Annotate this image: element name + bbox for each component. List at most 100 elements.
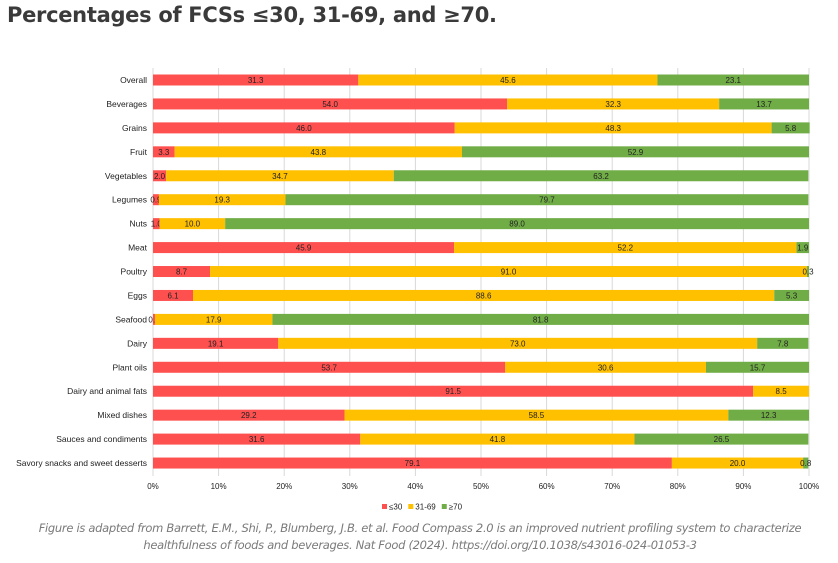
bar-segment-mid	[753, 385, 809, 397]
data-label: 20.0	[730, 459, 746, 468]
bar-segment-high	[803, 457, 809, 469]
bar-segment-mid	[210, 266, 808, 278]
data-label: 19.3	[214, 196, 230, 205]
category-label: Nuts	[130, 219, 147, 229]
data-label: 73.0	[510, 339, 526, 348]
data-label: 43.8	[311, 148, 327, 157]
x-tick-label: 80%	[670, 482, 686, 491]
category-label: Savory snacks and sweet desserts	[16, 458, 147, 468]
legend: ≤30 31-69 ≥70	[382, 503, 463, 512]
bar-row: 54.0 32.3 13.7	[153, 98, 809, 110]
x-tick-label: 90%	[735, 482, 751, 491]
bar-row: 53.7 30.6 15.7	[153, 361, 809, 373]
data-label: 88.6	[476, 291, 492, 300]
legend-item-mid: 31-69	[408, 503, 436, 512]
bar-segment-high	[757, 337, 809, 349]
bar-segment-low	[153, 457, 672, 469]
bar-segment-mid	[507, 98, 720, 110]
bar-row: 0.9 19.3 79.7	[150, 194, 809, 206]
x-tick-label: 60%	[539, 482, 555, 491]
bar-segment-mid	[174, 146, 462, 158]
bar-row: 8.7 91.0 0.3	[153, 266, 814, 278]
bar-row: 91.5 8.5	[153, 385, 809, 397]
bar-segment-high	[634, 433, 809, 445]
data-label: 8.5	[776, 387, 788, 396]
bar-segment-mid	[154, 313, 273, 325]
bar-segment-low	[153, 242, 455, 254]
bar-row: 31.3 45.6 23.1	[153, 74, 809, 86]
data-label: 91.5	[445, 387, 461, 396]
data-label: 17.9	[206, 315, 222, 324]
data-label: 54.0	[322, 100, 338, 109]
bar-segment-high	[774, 289, 809, 301]
legend-swatch	[441, 504, 447, 509]
figure-caption: Figure is adapted from Barrett, E.M., Sh…	[38, 521, 802, 552]
bar-segment-high	[728, 409, 809, 421]
bar-segment-low	[153, 361, 506, 373]
category-label: Meat	[128, 243, 148, 253]
x-tick-label: 50%	[473, 482, 489, 491]
data-label: 26.5	[714, 435, 730, 444]
data-label: 46.0	[296, 124, 312, 133]
bar-row: 46.0 48.3 5.8	[153, 122, 810, 134]
data-label: 10.0	[185, 220, 201, 229]
data-label: 29.2	[241, 411, 257, 420]
legend-label: 31-69	[415, 503, 436, 512]
bar-row: 29.2 58.5 12.3	[153, 409, 809, 421]
data-label: 34.7	[272, 172, 288, 181]
bar-segment-high	[796, 242, 809, 254]
bar-row: 45.9 52.2 1.9	[153, 242, 809, 254]
category-label: Dairy and animal fats	[67, 386, 147, 396]
bar-segment-low	[153, 122, 455, 134]
data-label: 5.3	[786, 291, 798, 300]
category-label: Eggs	[128, 290, 147, 300]
bar-row: 2.0 34.7 63.2	[153, 170, 809, 182]
bar-segment-high	[272, 313, 810, 325]
category-label: Legumes	[112, 195, 147, 205]
bar-row: 1.0 10.0 89.0	[151, 218, 809, 230]
data-label: 23.1	[725, 76, 741, 85]
bar-segment-mid	[454, 242, 797, 254]
bar-segment-low	[153, 266, 211, 278]
bar-segment-mid	[158, 194, 286, 206]
data-label: 79.1	[405, 459, 421, 468]
bar-segment-high	[461, 146, 809, 158]
data-label: 89.0	[509, 220, 525, 229]
bar-segment-high	[771, 122, 810, 134]
bar-segment-mid	[278, 337, 758, 349]
bar-segment-low	[153, 170, 167, 182]
data-label: 63.2	[593, 172, 609, 181]
data-label: 12.3	[761, 411, 777, 420]
data-label: 0.8	[800, 459, 812, 468]
bar-segment-high	[719, 98, 809, 110]
bar-row: 79.1 20.0 0.8	[153, 457, 812, 469]
x-tick-label: 70%	[604, 482, 620, 491]
x-tick-label: 40%	[407, 482, 423, 491]
data-label: 0.9	[150, 196, 162, 205]
data-label: 3.3	[158, 148, 170, 157]
data-label: 31.3	[248, 76, 264, 85]
data-label: 19.1	[208, 339, 224, 348]
bar-segment-mid	[344, 409, 729, 421]
data-label: 13.7	[756, 100, 772, 109]
bar-segment-high	[807, 266, 809, 278]
bar-segment-mid	[358, 74, 658, 86]
category-label: Seafood	[115, 314, 147, 324]
category-label: Poultry	[121, 267, 148, 277]
data-label: 5.8	[785, 124, 797, 133]
bar-row: 19.1 73.0 7.8	[153, 337, 809, 349]
category-label: Fruit	[130, 147, 148, 157]
x-tick-label: 30%	[342, 482, 358, 491]
bar-segment-high	[225, 218, 809, 230]
bar-segment-mid	[193, 289, 775, 301]
category-label: Mixed dishes	[97, 410, 147, 420]
x-tick-label: 0%	[147, 482, 159, 491]
data-label: 7.8	[777, 339, 789, 348]
bar-row: 3.3 43.8 52.9	[153, 146, 809, 158]
bar-segment-low	[153, 409, 345, 421]
bar-segment-low	[153, 337, 279, 349]
bar-segment-high	[285, 194, 809, 206]
data-label: 48.3	[605, 124, 621, 133]
bar-segment-high	[657, 74, 809, 86]
